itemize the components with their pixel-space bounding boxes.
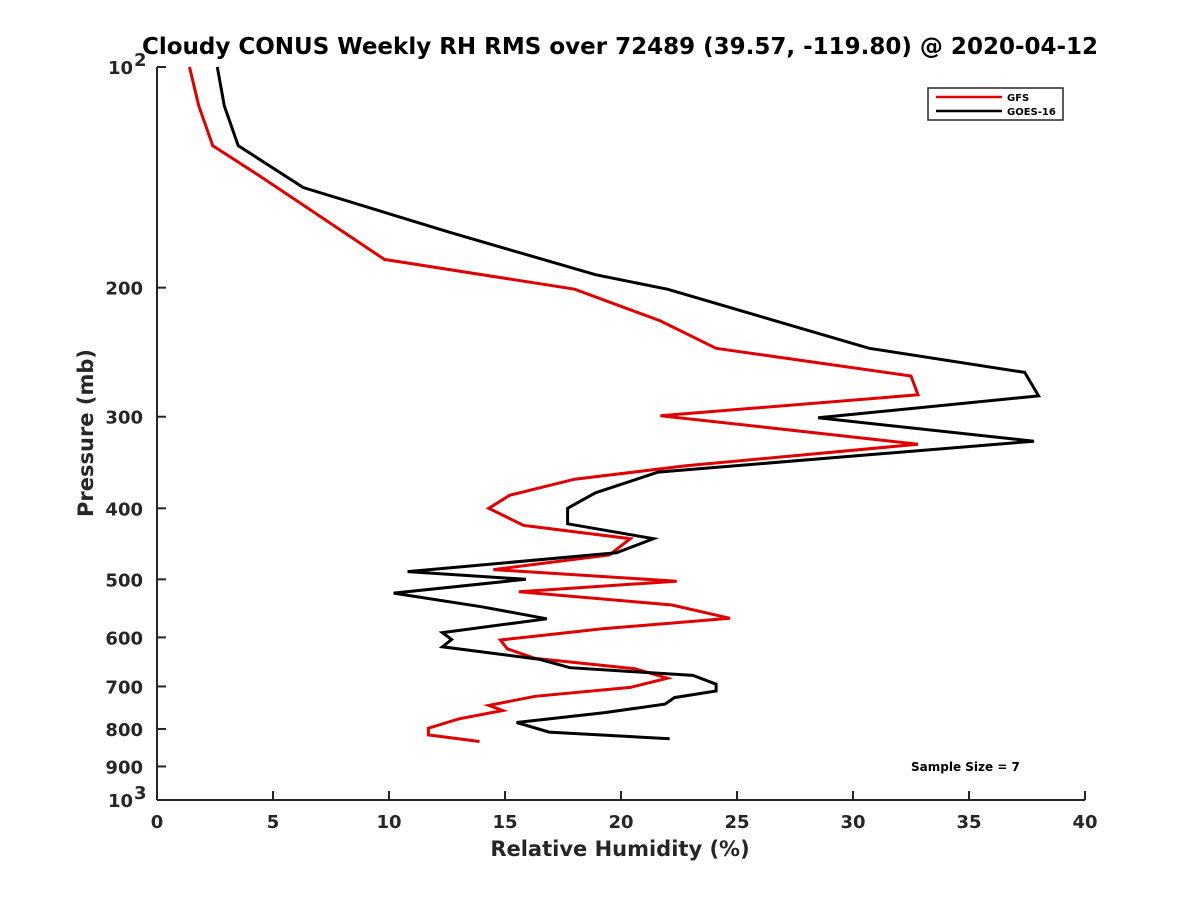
legend-label-goes-16: GOES-16 [1007,107,1056,118]
y-tick-label: 700 [105,677,143,698]
x-tick-label: 35 [956,812,981,833]
y-tick-label: 900 [105,757,143,778]
x-tick-label: 20 [608,812,633,833]
y-tick-label: 300 [105,408,143,429]
sample-size-annotation: Sample Size = 7 [911,760,1020,774]
plot-series [188,66,1042,743]
x-tick-label: 0 [151,812,164,833]
x-tick-label: 15 [492,812,517,833]
y-axis-label: Pressure (mb) [74,349,98,517]
x-tick-label: 10 [376,812,401,833]
x-tick-label: 5 [267,812,280,833]
y-tick-label: 200 [105,279,143,300]
y-tick-exponent: 2 [134,50,147,71]
x-ticks: 0 5 10 15 20 25 30 35 40 [151,791,1098,833]
y-tick-label: 500 [105,570,143,591]
y-tick-label: 10 [108,58,133,79]
y-tick-label: 10 [108,791,133,812]
x-tick-label: 25 [724,812,749,833]
x-axis-label: Relative Humidity (%) [490,837,749,861]
legend: GFS GOES-16 [927,87,1064,121]
legend-box [927,87,1064,121]
y-tick-label: 600 [105,628,143,649]
chart-title: Cloudy CONUS Weekly RH RMS over 72489 (3… [142,34,1098,60]
series-line-gfs [188,66,921,743]
y-tick-label: 400 [105,499,143,520]
x-tick-label: 40 [1072,812,1097,833]
y-tick-exponent: 3 [134,783,147,804]
axes: 0 5 10 15 20 25 30 35 40 10 220030040050060070080… [105,50,1097,833]
series-line-goes-16 [215,66,1042,741]
y-tick-label: 800 [105,720,143,741]
legend-label-gfs: GFS [1007,93,1029,104]
x-tick-label: 30 [840,812,865,833]
